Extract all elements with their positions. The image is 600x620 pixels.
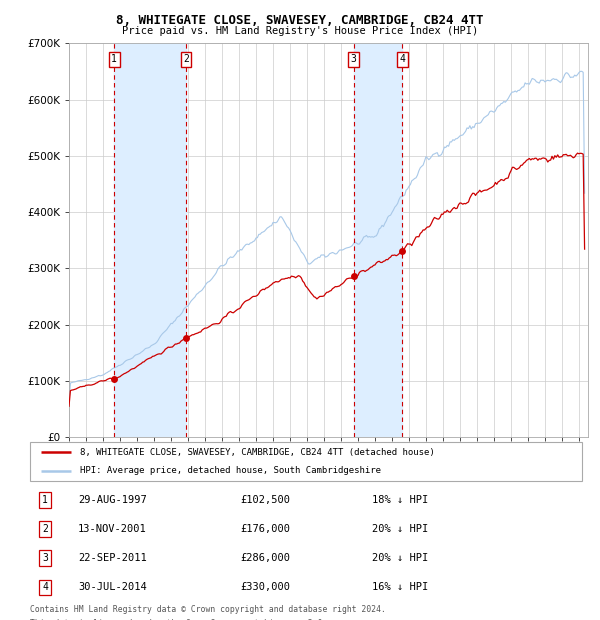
Text: Contains HM Land Registry data © Crown copyright and database right 2024.: Contains HM Land Registry data © Crown c…: [30, 605, 386, 614]
Text: 16% ↓ HPI: 16% ↓ HPI: [372, 582, 428, 593]
Text: 4: 4: [399, 54, 405, 64]
Text: 3: 3: [351, 54, 356, 64]
Text: Price paid vs. HM Land Registry's House Price Index (HPI): Price paid vs. HM Land Registry's House …: [122, 26, 478, 36]
Text: £176,000: £176,000: [240, 524, 290, 534]
Text: 20% ↓ HPI: 20% ↓ HPI: [372, 524, 428, 534]
Text: This data is licensed under the Open Government Licence v3.0.: This data is licensed under the Open Gov…: [30, 619, 328, 620]
FancyBboxPatch shape: [30, 442, 582, 481]
Text: 4: 4: [42, 582, 48, 593]
Text: 18% ↓ HPI: 18% ↓ HPI: [372, 495, 428, 505]
Text: 13-NOV-2001: 13-NOV-2001: [78, 524, 147, 534]
Text: 30-JUL-2014: 30-JUL-2014: [78, 582, 147, 593]
Text: £102,500: £102,500: [240, 495, 290, 505]
Text: 1: 1: [112, 54, 117, 64]
Text: 2: 2: [42, 524, 48, 534]
Text: 22-SEP-2011: 22-SEP-2011: [78, 553, 147, 564]
Bar: [114, 43, 186, 437]
Text: 1: 1: [42, 495, 48, 505]
Text: HPI: Average price, detached house, South Cambridgeshire: HPI: Average price, detached house, Sout…: [80, 466, 380, 476]
Text: 29-AUG-1997: 29-AUG-1997: [78, 495, 147, 505]
Text: £330,000: £330,000: [240, 582, 290, 593]
Text: £286,000: £286,000: [240, 553, 290, 564]
Text: 20% ↓ HPI: 20% ↓ HPI: [372, 553, 428, 564]
Text: 8, WHITEGATE CLOSE, SWAVESEY, CAMBRIDGE, CB24 4TT (detached house): 8, WHITEGATE CLOSE, SWAVESEY, CAMBRIDGE,…: [80, 448, 434, 457]
Bar: [353, 43, 402, 437]
Text: 8, WHITEGATE CLOSE, SWAVESEY, CAMBRIDGE, CB24 4TT: 8, WHITEGATE CLOSE, SWAVESEY, CAMBRIDGE,…: [116, 14, 484, 27]
Text: 2: 2: [183, 54, 189, 64]
Text: 3: 3: [42, 553, 48, 564]
